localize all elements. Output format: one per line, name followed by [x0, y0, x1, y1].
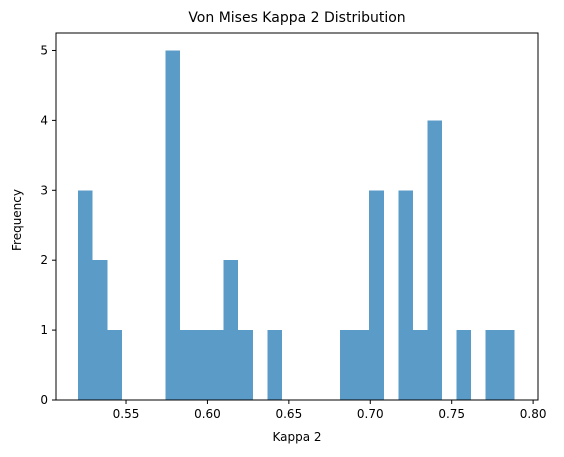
x-tick-label: 0.65 — [275, 407, 302, 421]
y-tick-label: 2 — [40, 253, 48, 267]
histogram-bar — [78, 190, 93, 400]
histogram-bar — [92, 260, 108, 400]
histogram-bar — [369, 190, 384, 400]
histogram-bar — [398, 190, 413, 400]
histogram-bar — [107, 330, 122, 400]
x-tick-label: 0.70 — [357, 407, 384, 421]
bars-group — [78, 50, 515, 400]
histogram-bar — [223, 260, 239, 400]
histogram-bar — [238, 330, 253, 400]
histogram-bar — [194, 330, 210, 400]
y-tick-label: 3 — [40, 183, 48, 197]
histogram-bar — [456, 330, 472, 400]
axes-group: 0.55 0.60 0.65 0.70 0.75 0.80 0 1 2 3 4 5 — [40, 32, 547, 421]
chart-title: Von Mises Kappa 2 Distribution — [188, 10, 405, 26]
y-tick-label: 0 — [40, 393, 48, 407]
x-axis-label: Kappa 2 — [272, 430, 321, 444]
x-tick-label: 0.55 — [113, 407, 140, 421]
x-tick-label: 0.75 — [438, 407, 465, 421]
y-tick-label: 1 — [40, 323, 48, 337]
histogram-bar — [485, 330, 501, 400]
histogram-bar — [500, 330, 515, 400]
y-tick-label: 5 — [40, 43, 48, 57]
x-tick-label: 0.60 — [194, 407, 221, 421]
x-tick-label: 0.80 — [520, 407, 547, 421]
y-tick-label: 4 — [40, 113, 48, 127]
histogram-bar — [354, 330, 370, 400]
histogram-bar — [267, 330, 282, 400]
histogram-bar — [209, 330, 224, 400]
histogram-bar — [180, 330, 195, 400]
axes-frame — [55, 32, 539, 401]
y-axis-label: Frequency — [10, 189, 24, 251]
histogram-bar — [340, 330, 355, 400]
histogram-bar — [165, 50, 181, 400]
histogram-bar — [427, 120, 442, 400]
histogram-bar — [412, 330, 428, 400]
